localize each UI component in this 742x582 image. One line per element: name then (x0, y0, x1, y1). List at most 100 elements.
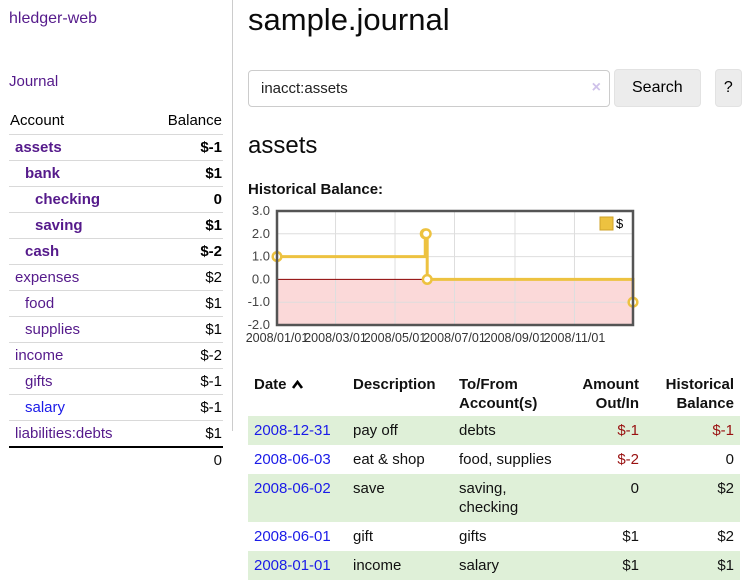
sidebar-item-journal[interactable]: Journal (9, 73, 59, 90)
transaction-balance: $2 (717, 480, 734, 497)
transaction-date-link[interactable]: 2008-01-01 (254, 557, 331, 574)
register-table-body: 2008-12-31 pay off debts $-1 $-1 2008-06-03 ea… (248, 416, 740, 580)
account-balance: $-2 (148, 238, 223, 265)
register-header-amount: Amount Out/In (582, 376, 639, 412)
svg-text:2.0: 2.0 (252, 226, 270, 241)
accounts-header-balance: Balance (167, 112, 222, 129)
account-row: supplies $1 (9, 316, 223, 343)
register-header-balance: Historical Balance (665, 376, 734, 412)
accounts-header-row: Account Balance (9, 109, 223, 135)
svg-text:1.0: 1.0 (252, 249, 270, 264)
svg-text:2008/07/01: 2008/07/01 (423, 331, 486, 345)
account-name-cell: checking (9, 186, 149, 213)
search-button[interactable]: Search (614, 69, 701, 107)
account-name-cell: expenses (9, 264, 149, 291)
account-row: saving $1 (9, 212, 223, 239)
transaction-date-link[interactable]: 2008-06-01 (254, 528, 331, 545)
account-balance: $-1 (148, 134, 223, 161)
account-row: cash $-2 (9, 238, 223, 265)
transaction-accounts: salary (459, 557, 500, 574)
transaction-balance: 0 (725, 451, 734, 468)
register-header-date[interactable]: Date (248, 372, 347, 416)
transaction-date-link[interactable]: 2008-06-03 (254, 451, 331, 468)
transaction-amount: $1 (622, 557, 639, 574)
transaction-date-link[interactable]: 2008-12-31 (254, 422, 331, 439)
account-balance: $2 (148, 264, 223, 291)
account-link[interactable]: saving (35, 217, 83, 234)
transaction-row: 2008-06-02 save saving, checking 0 $2 (248, 474, 740, 522)
account-row: gifts $-1 (9, 368, 223, 395)
svg-text:2008/11/01: 2008/11/01 (544, 331, 606, 345)
account-link[interactable]: food (25, 295, 55, 312)
balance-chart-svg: 3.0 2.0 1.0 0.0 -1.0 -2.02008/01/012008/03/01… (246, 203, 639, 345)
account-name-cell: bank (9, 160, 149, 187)
transaction-date-cell: 2008-06-02 (248, 474, 347, 522)
transaction-row: 2008-01-01 income salary $1 $1 (248, 551, 740, 580)
account-link[interactable]: income (15, 347, 64, 364)
search-input[interactable] (248, 69, 610, 107)
account-name-cell: income (9, 342, 149, 369)
clear-icon[interactable]: × (591, 78, 601, 96)
help-button[interactable]: ? (714, 69, 742, 107)
transaction-amount: $-2 (617, 451, 639, 468)
account-balance: $-2 (148, 342, 223, 369)
transaction-date-link[interactable]: 2008-06-02 (254, 480, 331, 497)
account-row: checking 0 (9, 186, 223, 213)
account-balance: $1 (148, 290, 223, 317)
account-balance: $-1 (148, 368, 223, 395)
transaction-amount: $-1 (617, 422, 639, 439)
transaction-row: 2008-06-03 eat & shop food, supplies $-2 0 (248, 445, 740, 474)
transaction-description: pay off (353, 422, 398, 439)
transaction-description: eat & shop (353, 451, 425, 468)
transaction-row: 2008-06-01 gift gifts $1 $2 (248, 522, 740, 551)
account-link[interactable]: checking (35, 191, 101, 208)
transaction-accounts: food, supplies (459, 451, 552, 468)
transaction-accounts: debts (459, 422, 496, 439)
transaction-balance: $2 (717, 528, 734, 545)
account-name-cell: salary (9, 394, 149, 421)
account-name-cell: food (9, 290, 149, 317)
accounts-table: Account Balance assets $-1 bank $1 checking 0… (9, 109, 223, 473)
accounts-total-row: 0 (9, 446, 223, 473)
account-link[interactable]: bank (25, 165, 61, 182)
account-heading: assets (248, 132, 318, 159)
svg-text:2008/09/01: 2008/09/01 (484, 331, 547, 345)
account-row: expenses $2 (9, 264, 223, 291)
account-link[interactable]: liabilities:debts (15, 425, 113, 442)
account-name-cell: liabilities:debts (9, 420, 149, 447)
account-link[interactable]: assets (15, 139, 62, 156)
transaction-description: save (353, 480, 385, 497)
account-name-cell: supplies (9, 316, 149, 343)
transaction-accounts: saving, checking (459, 480, 519, 516)
account-link[interactable]: cash (25, 243, 60, 260)
main-content: sample.journal × Search ? assets Histori… (233, 0, 742, 580)
transaction-accounts: gifts (459, 528, 487, 545)
account-name-cell: saving (9, 212, 149, 239)
register-header-accounts: To/From Account(s) (459, 376, 538, 412)
account-balance: $1 (148, 316, 223, 343)
accounts-total-value: 0 (148, 446, 223, 473)
accounts-header-account: Account (10, 112, 65, 129)
transaction-date-cell: 2008-12-31 (248, 416, 347, 445)
account-link[interactable]: salary (25, 399, 66, 416)
transaction-balance: $-1 (712, 422, 734, 439)
transaction-row: 2008-12-31 pay off debts $-1 $-1 (248, 416, 740, 445)
svg-text:0.0: 0.0 (252, 271, 270, 286)
account-link[interactable]: gifts (25, 373, 53, 390)
account-balance: $-1 (148, 394, 223, 421)
accounts-table-body: assets $-1 bank $1 checking 0 saving $1 cash $-2 e… (9, 134, 223, 447)
historical-balance-chart: 3.0 2.0 1.0 0.0 -1.0 -2.0 2008/01/01 2008/03/01… (243, 203, 742, 356)
brand-link[interactable]: hledger-web (9, 10, 98, 27)
search-bar: × Search ? (248, 69, 742, 107)
account-balance: $1 (148, 420, 223, 447)
account-link[interactable]: supplies (25, 321, 81, 338)
account-row: bank $1 (9, 160, 223, 187)
transaction-date-cell: 2008-01-01 (248, 551, 347, 580)
transaction-amount: $1 (622, 528, 639, 545)
account-link[interactable]: expenses (15, 269, 80, 286)
account-name-cell: gifts (9, 368, 149, 395)
svg-text:2008/01/01: 2008/01/01 (246, 331, 309, 345)
svg-text:$: $ (616, 216, 624, 231)
account-name-cell: assets (9, 134, 149, 161)
